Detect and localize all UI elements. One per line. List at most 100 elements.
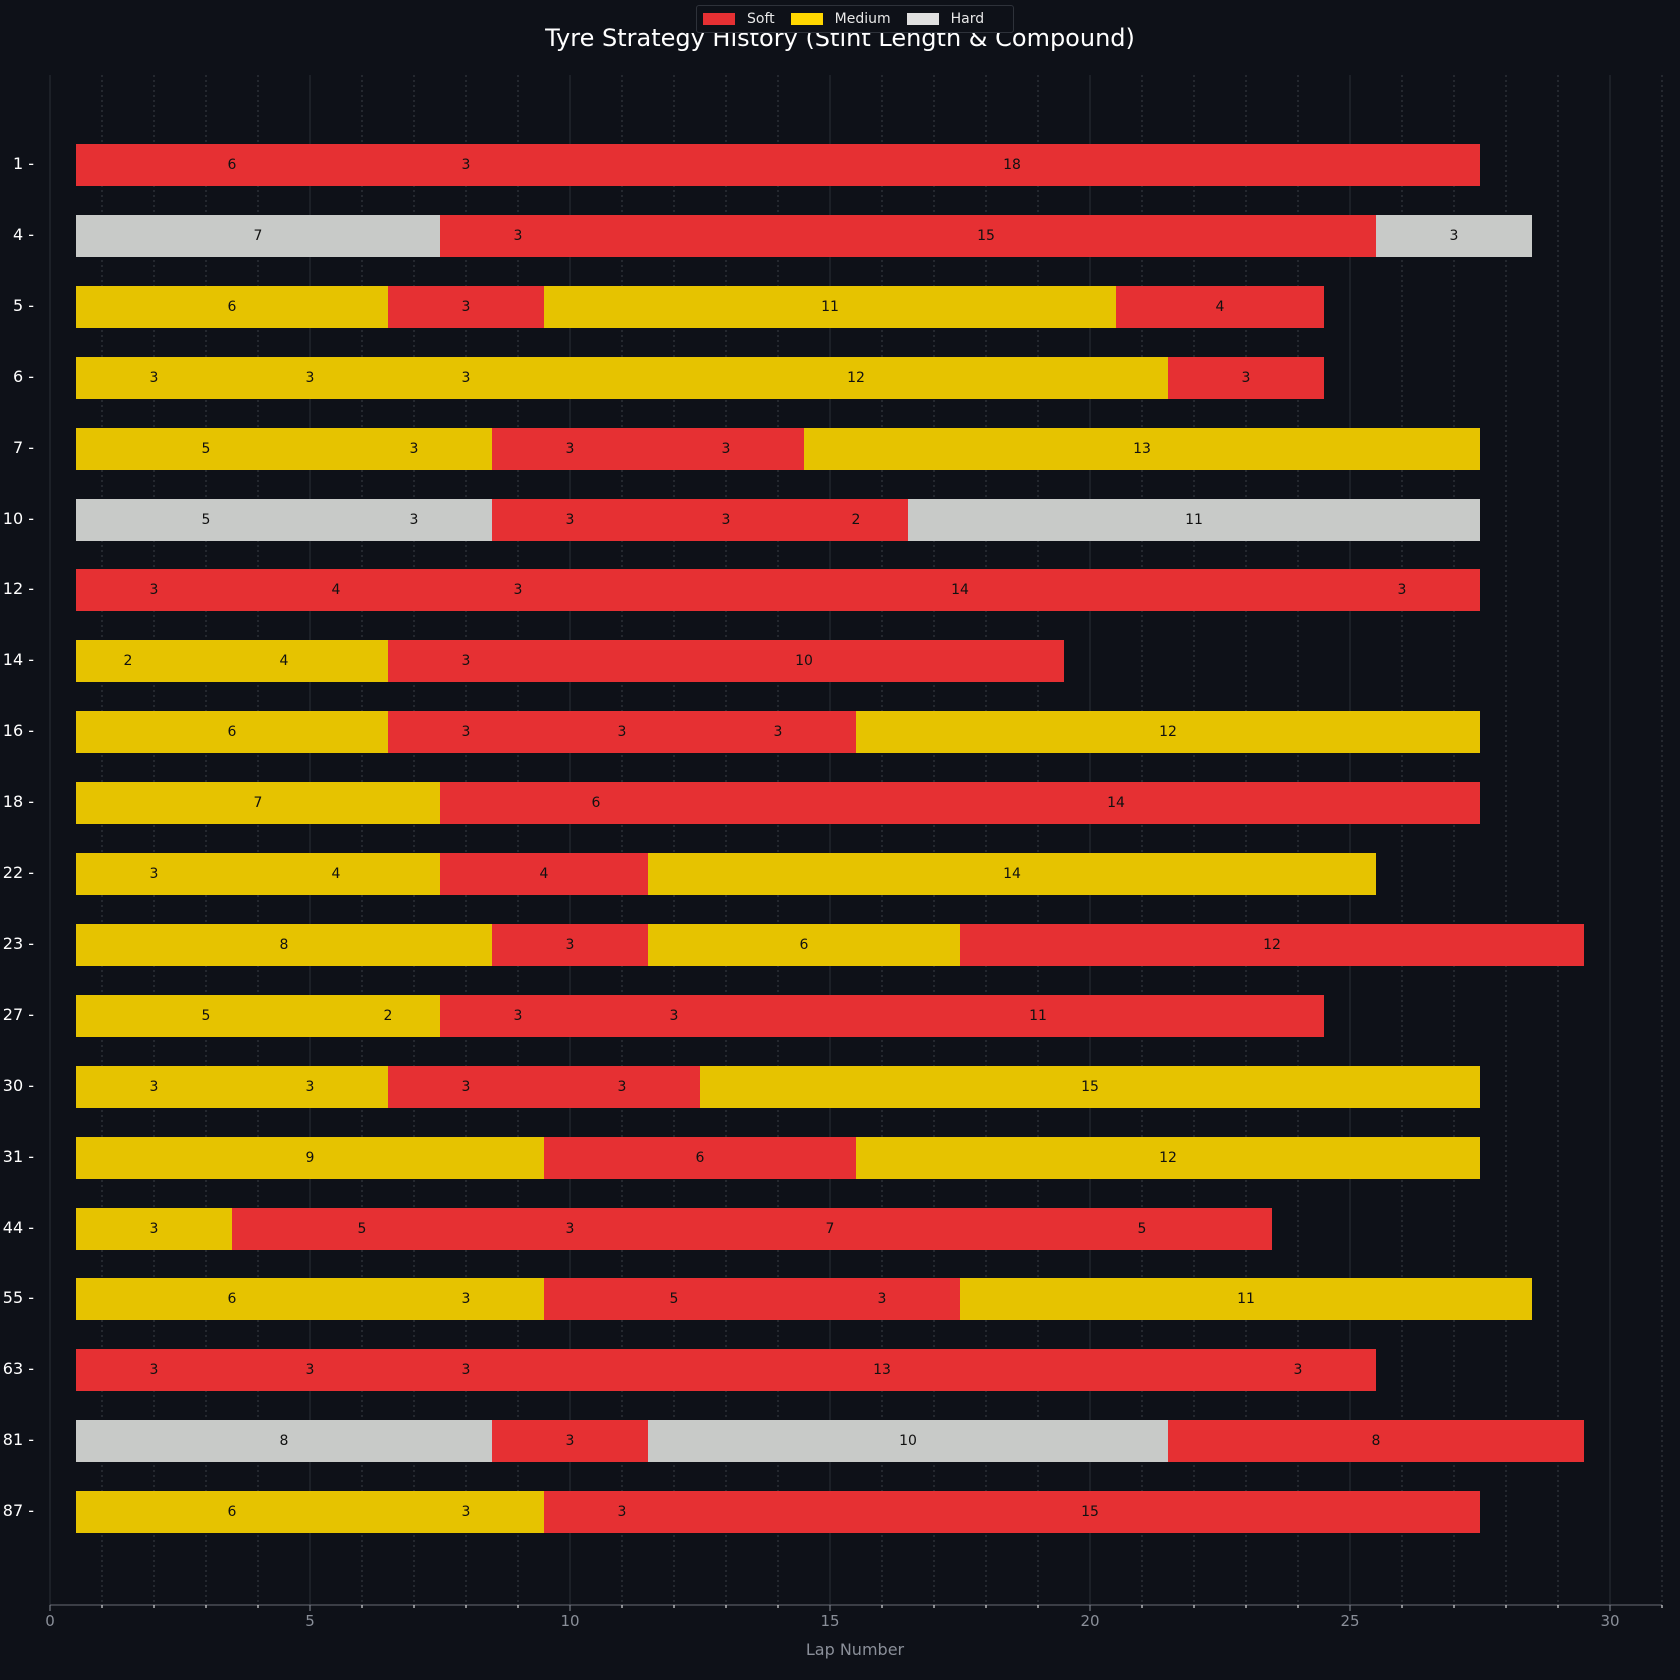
stint-segment-medium: 6 bbox=[76, 1491, 388, 1534]
stint-segment-medium: 13 bbox=[804, 427, 1480, 470]
stint-length-label: 6 bbox=[227, 1291, 237, 1308]
stint-length-label: 4 bbox=[1215, 298, 1225, 315]
legend-swatch-medium bbox=[790, 13, 823, 25]
stint-length-label: 3 bbox=[149, 1362, 159, 1379]
stint-length-label: 4 bbox=[279, 653, 289, 670]
stint-length-label: 9 bbox=[305, 1149, 315, 1166]
stint-segment-medium: 11 bbox=[544, 285, 1116, 328]
stint-segment-soft: 3 bbox=[544, 1491, 700, 1534]
y-tick-label-driver: 7 - bbox=[12, 437, 34, 457]
stint-length-label: 11 bbox=[1185, 511, 1203, 528]
stint-segment-medium: 4 bbox=[180, 640, 388, 683]
stint-segment-medium: 6 bbox=[76, 711, 388, 754]
stint-segment-soft: 3 bbox=[700, 711, 856, 754]
stint-segment-soft: 3 bbox=[76, 569, 232, 612]
stint-length-label: 3 bbox=[305, 369, 315, 386]
legend-swatch-soft bbox=[703, 13, 735, 25]
stint-segment-medium: 8 bbox=[76, 923, 492, 966]
stint-length-label: 3 bbox=[461, 724, 471, 741]
stint-length-label: 3 bbox=[461, 1291, 471, 1308]
stint-length-label: 15 bbox=[977, 227, 995, 244]
stint-segment-soft: 7 bbox=[648, 1207, 1012, 1250]
y-tick-label-driver: 22 - bbox=[2, 863, 34, 882]
stint-segment-soft: 2 bbox=[804, 498, 908, 541]
stint-length-label: 3 bbox=[461, 1504, 471, 1521]
stint-segment-soft: 4 bbox=[232, 569, 440, 612]
stint-segment-soft: 3 bbox=[388, 711, 544, 754]
stint-segment-medium: 3 bbox=[76, 1207, 232, 1250]
legend-label-medium: Medium bbox=[834, 11, 891, 27]
stint-length-label: 12 bbox=[1159, 724, 1177, 741]
stint-segment-medium: 3 bbox=[388, 1491, 544, 1534]
stint-length-label: 5 bbox=[357, 1220, 367, 1237]
stint-length-label: 3 bbox=[565, 1220, 575, 1237]
stint-length-label: 3 bbox=[565, 1433, 575, 1450]
stint-length-label: 7 bbox=[253, 795, 263, 812]
stint-length-label: 5 bbox=[201, 511, 211, 528]
stint-length-label: 3 bbox=[669, 1007, 679, 1024]
y-tick-label-driver: 16 - bbox=[2, 721, 34, 741]
stint-segment-medium: 5 bbox=[76, 427, 336, 470]
stint-segment-medium: 5 bbox=[76, 994, 336, 1037]
stint-length-label: 6 bbox=[799, 936, 809, 953]
stint-segment-soft: 3 bbox=[76, 1349, 232, 1392]
y-tick-label-driver: 44 - bbox=[2, 1217, 34, 1237]
stint-segment-soft: 3 bbox=[388, 144, 544, 186]
stint-length-label: 12 bbox=[847, 369, 865, 386]
stint-length-label: 8 bbox=[279, 1433, 289, 1450]
stint-length-label: 11 bbox=[821, 298, 839, 315]
stint-segment-soft: 3 bbox=[492, 1420, 648, 1463]
legend-item-medium: Medium bbox=[790, 11, 891, 27]
stint-segment-soft: 3 bbox=[492, 923, 648, 966]
stint-segment-soft: 3 bbox=[232, 1349, 388, 1392]
stint-segment-medium: 3 bbox=[76, 1065, 232, 1108]
stint-segment-soft: 3 bbox=[492, 427, 648, 470]
stint-segment-medium: 3 bbox=[232, 1065, 388, 1108]
stint-segment-medium: 3 bbox=[336, 427, 492, 470]
stint-length-label: 3 bbox=[461, 298, 471, 315]
legend-item-soft: Soft bbox=[703, 11, 775, 27]
stint-segment-soft: 3 bbox=[544, 1065, 700, 1108]
stint-length-label: 3 bbox=[1241, 369, 1251, 386]
stint-length-label: 5 bbox=[669, 1291, 679, 1308]
stint-length-label: 3 bbox=[149, 582, 159, 599]
x-tick-label: 25 bbox=[1340, 1612, 1360, 1630]
stint-segment-medium: 6 bbox=[76, 1278, 388, 1321]
stint-length-label: 6 bbox=[227, 157, 237, 173]
stint-segment-soft: 11 bbox=[752, 994, 1324, 1037]
stint-segment-soft: 3 bbox=[388, 285, 544, 328]
stint-segment-soft: 6 bbox=[544, 1136, 856, 1179]
stint-segment-soft: 3 bbox=[492, 1207, 648, 1250]
y-tick-label-driver: 55 - bbox=[2, 1288, 34, 1308]
stint-length-label: 3 bbox=[409, 440, 419, 457]
stint-length-label: 3 bbox=[617, 724, 627, 741]
stint-length-label: 3 bbox=[773, 724, 783, 741]
stint-length-label: 5 bbox=[1137, 1220, 1147, 1237]
stint-length-label: 3 bbox=[617, 1078, 627, 1095]
stint-length-label: 10 bbox=[795, 653, 813, 670]
stint-length-label: 3 bbox=[461, 1078, 471, 1095]
stint-length-label: 3 bbox=[305, 1362, 315, 1379]
y-tick-label-driver: 30 - bbox=[2, 1075, 34, 1095]
stint-length-label: 3 bbox=[565, 936, 575, 953]
stint-length-label: 6 bbox=[695, 1149, 705, 1166]
stint-length-label: 3 bbox=[461, 653, 471, 670]
stint-segment-medium: 12 bbox=[856, 1136, 1480, 1179]
stint-length-label: 6 bbox=[227, 298, 237, 315]
stint-length-label: 3 bbox=[149, 1078, 159, 1095]
legend-label-soft: Soft bbox=[747, 11, 775, 27]
stint-length-label: 8 bbox=[279, 936, 289, 953]
stint-length-label: 3 bbox=[149, 866, 159, 882]
stint-segment-soft: 3 bbox=[440, 569, 596, 612]
x-tick-label: 20 bbox=[1080, 1612, 1100, 1630]
y-tick-label-driver: 31 - bbox=[2, 1146, 34, 1166]
stint-segment-soft: 3 bbox=[544, 711, 700, 754]
stint-segment-hard: 3 bbox=[336, 498, 492, 541]
stint-segment-hard: 3 bbox=[1376, 214, 1532, 257]
x-axis-label: Lap Number bbox=[805, 1640, 905, 1659]
x-tick-label: 5 bbox=[305, 1612, 315, 1630]
stint-segment-medium: 2 bbox=[336, 994, 440, 1037]
stint-length-label: 13 bbox=[873, 1362, 891, 1379]
stint-length-label: 2 bbox=[383, 1007, 393, 1024]
